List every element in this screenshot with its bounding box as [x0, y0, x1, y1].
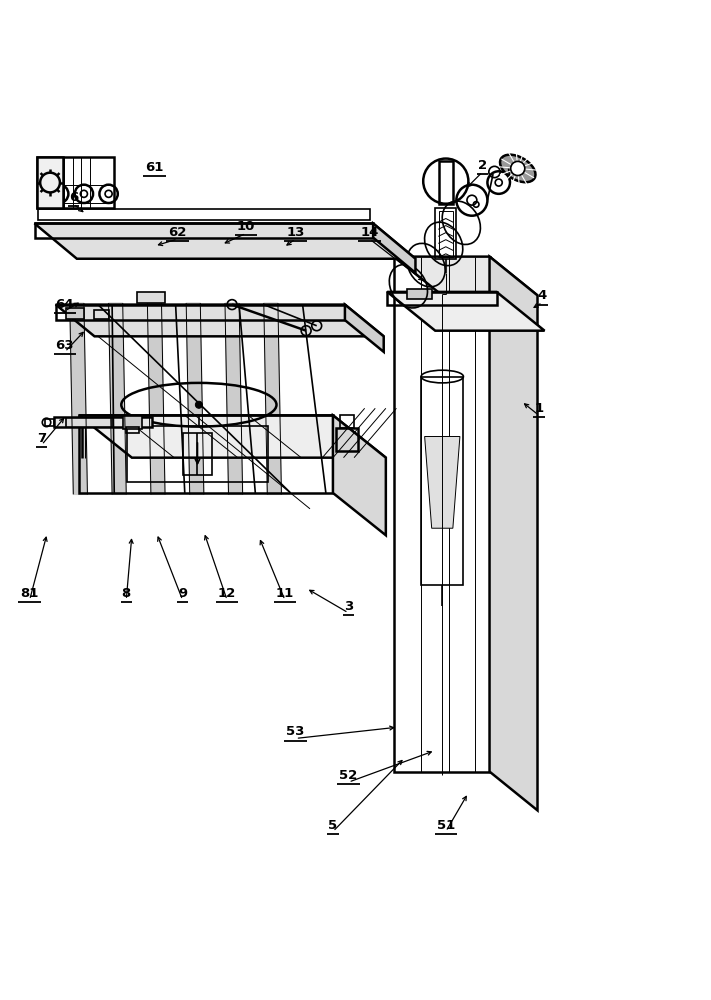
Text: 62: 62: [169, 226, 187, 239]
Text: 7: 7: [37, 432, 46, 445]
Bar: [439, 161, 453, 204]
Bar: [79, 415, 333, 493]
Bar: [439, 211, 453, 257]
Text: 14: 14: [360, 226, 379, 239]
Polygon shape: [79, 415, 386, 458]
Bar: [123, 416, 142, 429]
Text: 5: 5: [328, 819, 338, 832]
Circle shape: [196, 401, 203, 408]
Text: 10: 10: [237, 220, 255, 233]
Bar: [435, 208, 456, 259]
Text: 52: 52: [339, 769, 358, 782]
Polygon shape: [333, 415, 386, 535]
Text: 61: 61: [145, 161, 164, 174]
Text: 3: 3: [344, 600, 353, 613]
Bar: [45, 419, 54, 426]
Polygon shape: [186, 303, 204, 494]
Bar: [55, 305, 345, 320]
Bar: [340, 415, 354, 428]
Text: 64: 64: [55, 298, 74, 311]
Polygon shape: [395, 257, 538, 295]
Polygon shape: [147, 303, 165, 494]
Bar: [421, 377, 464, 585]
Text: 63: 63: [55, 339, 74, 352]
Bar: [37, 157, 63, 208]
Polygon shape: [225, 303, 242, 494]
Polygon shape: [373, 223, 415, 273]
Polygon shape: [387, 292, 545, 331]
Polygon shape: [55, 305, 384, 336]
Polygon shape: [424, 437, 460, 528]
Polygon shape: [490, 257, 538, 810]
Polygon shape: [35, 223, 415, 259]
Polygon shape: [264, 303, 282, 494]
Text: 11: 11: [276, 587, 294, 600]
Text: 6: 6: [69, 191, 78, 204]
Bar: [95, 310, 109, 319]
Bar: [127, 427, 139, 433]
Bar: [37, 157, 114, 208]
Text: 8: 8: [122, 587, 131, 600]
Bar: [66, 418, 112, 427]
Bar: [127, 426, 268, 482]
Bar: [53, 417, 152, 427]
Polygon shape: [109, 303, 127, 494]
Circle shape: [510, 161, 525, 175]
Bar: [35, 223, 373, 238]
Text: 2: 2: [478, 159, 487, 172]
Polygon shape: [345, 305, 384, 352]
Text: 12: 12: [218, 587, 236, 600]
Bar: [137, 292, 165, 303]
Bar: [38, 209, 370, 220]
Text: 1: 1: [535, 402, 543, 415]
Bar: [66, 308, 84, 319]
Text: 81: 81: [21, 587, 39, 600]
Bar: [387, 292, 496, 305]
Text: 13: 13: [287, 226, 305, 239]
Text: 51: 51: [437, 819, 455, 832]
Bar: [336, 428, 358, 451]
Polygon shape: [70, 303, 87, 494]
Bar: [395, 257, 490, 772]
Text: 4: 4: [538, 289, 547, 302]
Bar: [407, 289, 432, 299]
Text: 9: 9: [178, 587, 187, 600]
Text: 53: 53: [287, 725, 305, 738]
Ellipse shape: [500, 155, 535, 182]
Bar: [183, 433, 212, 475]
